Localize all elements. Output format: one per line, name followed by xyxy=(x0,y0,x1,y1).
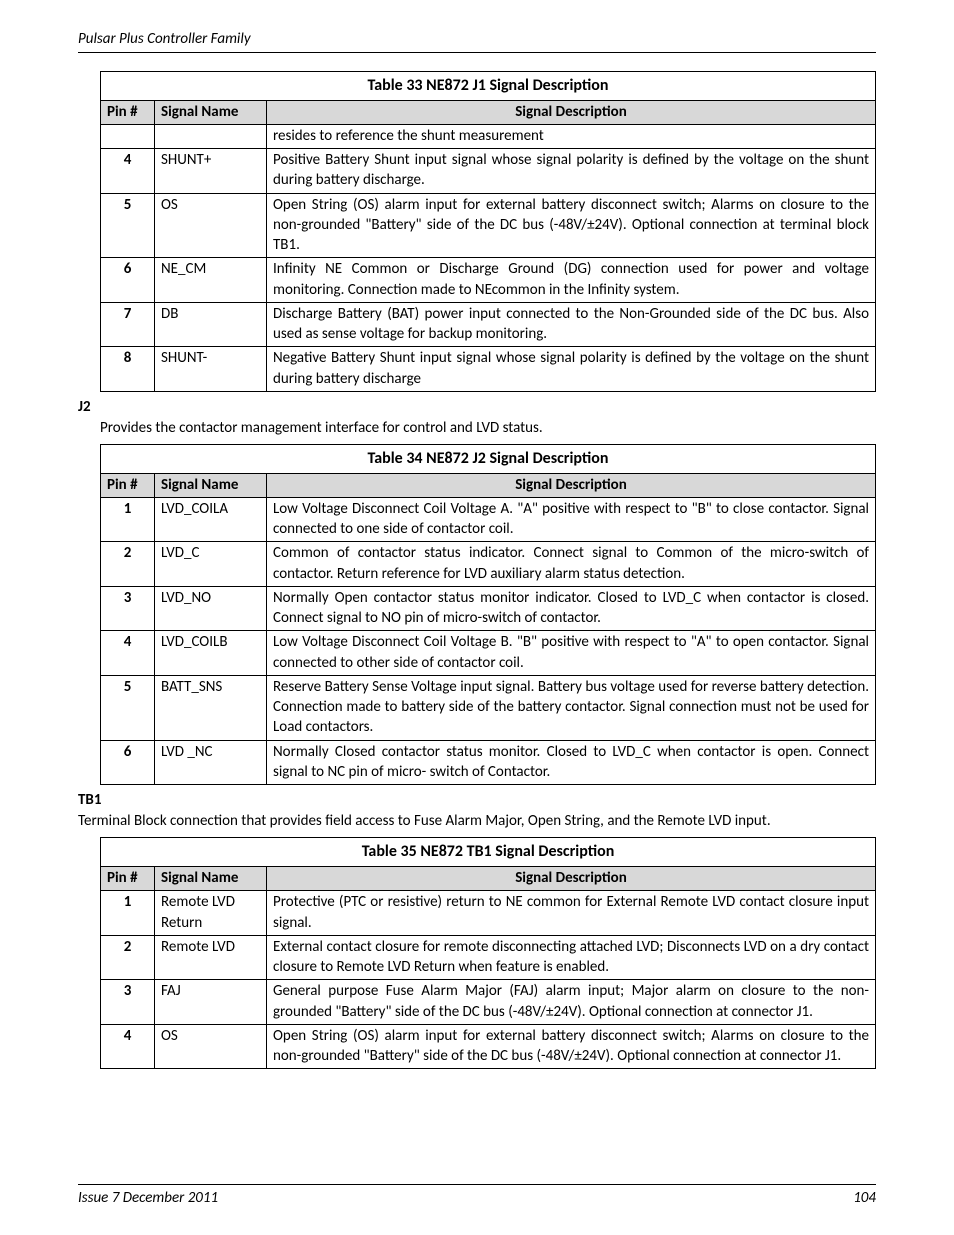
table-33-title: Table 33 NE872 J1 Signal Description xyxy=(101,72,876,101)
table-35-body: 1Remote LVD ReturnProtective (PTC or res… xyxy=(101,891,876,1069)
cell-signal-name xyxy=(155,124,267,148)
table-row: 2LVD_CCommon of contactor status indicat… xyxy=(101,542,876,587)
table-row: 8SHUNT-Negative Battery Shunt input sign… xyxy=(101,347,876,392)
table-title-row: Table 34 NE872 J2 Signal Description xyxy=(101,445,876,474)
cell-signal-name: LVD_COILB xyxy=(155,631,267,676)
section-j2-label: J2 xyxy=(78,398,876,416)
cell-signal-description: Common of contactor status indicator. Co… xyxy=(267,542,876,587)
table-row: 7DBDischarge Battery (BAT) power input c… xyxy=(101,302,876,347)
col-desc-header: Signal Description xyxy=(267,867,876,891)
cell-pin: 1 xyxy=(101,497,155,542)
table-33-body: resides to reference the shunt measureme… xyxy=(101,124,876,391)
table-34-body: 1LVD_COILALow Voltage Disconnect Coil Vo… xyxy=(101,497,876,784)
page: Pulsar Plus Controller Family Table 33 N… xyxy=(0,0,954,1235)
cell-pin: 6 xyxy=(101,258,155,303)
table-row: 5BATT_SNSReserve Battery Sense Voltage i… xyxy=(101,675,876,740)
cell-signal-description: External contact closure for remote disc… xyxy=(267,935,876,980)
cell-signal-description: resides to reference the shunt measureme… xyxy=(267,124,876,148)
table-header-row: Pin # Signal Name Signal Description xyxy=(101,867,876,891)
cell-pin: 7 xyxy=(101,302,155,347)
cell-signal-name: LVD _NC xyxy=(155,740,267,785)
table-header-row: Pin # Signal Name Signal Description xyxy=(101,100,876,124)
cell-pin xyxy=(101,124,155,148)
cell-pin: 8 xyxy=(101,347,155,392)
section-tb1-text: Terminal Block connection that provides … xyxy=(78,811,876,831)
cell-pin: 1 xyxy=(101,891,155,936)
table-row: 1LVD_COILALow Voltage Disconnect Coil Vo… xyxy=(101,497,876,542)
cell-signal-description: General purpose Fuse Alarm Major (FAJ) a… xyxy=(267,980,876,1025)
col-pin-header: Pin # xyxy=(101,867,155,891)
cell-signal-name: Remote LVD xyxy=(155,935,267,980)
table-row: 5OSOpen String (OS) alarm input for exte… xyxy=(101,193,876,258)
cell-signal-name: DB xyxy=(155,302,267,347)
cell-signal-name: SHUNT+ xyxy=(155,149,267,194)
cell-pin: 2 xyxy=(101,542,155,587)
section-j2-text: Provides the contactor management interf… xyxy=(100,418,876,438)
cell-signal-name: OS xyxy=(155,1024,267,1069)
page-header: Pulsar Plus Controller Family xyxy=(78,30,876,53)
header-title: Pulsar Plus Controller Family xyxy=(78,30,251,48)
cell-signal-name: SHUNT- xyxy=(155,347,267,392)
col-desc-header: Signal Description xyxy=(267,100,876,124)
cell-pin: 4 xyxy=(101,149,155,194)
table-row: resides to reference the shunt measureme… xyxy=(101,124,876,148)
cell-signal-description: Discharge Battery (BAT) power input conn… xyxy=(267,302,876,347)
col-pin-header: Pin # xyxy=(101,473,155,497)
cell-signal-name: LVD_NO xyxy=(155,586,267,631)
footer-issue: Issue 7 December 2011 xyxy=(78,1189,218,1207)
table-row: 3LVD_NONormally Open contactor status mo… xyxy=(101,586,876,631)
table-row: 2Remote LVDExternal contact closure for … xyxy=(101,935,876,980)
cell-pin: 3 xyxy=(101,586,155,631)
cell-signal-description: Positive Battery Shunt input signal whos… xyxy=(267,149,876,194)
cell-pin: 4 xyxy=(101,1024,155,1069)
cell-signal-name: BATT_SNS xyxy=(155,675,267,740)
cell-signal-description: Reserve Battery Sense Voltage input sign… xyxy=(267,675,876,740)
table-title-row: Table 35 NE872 TB1 Signal Description xyxy=(101,838,876,867)
cell-signal-description: Infinity NE Common or Discharge Ground (… xyxy=(267,258,876,303)
table-row: 6NE_CMInfinity NE Common or Discharge Gr… xyxy=(101,258,876,303)
table-row: 3FAJGeneral purpose Fuse Alarm Major (FA… xyxy=(101,980,876,1025)
section-tb1-label: TB1 xyxy=(78,791,876,809)
table-row: 4OSOpen String (OS) alarm input for exte… xyxy=(101,1024,876,1069)
cell-signal-name: FAJ xyxy=(155,980,267,1025)
table-row: 1Remote LVD ReturnProtective (PTC or res… xyxy=(101,891,876,936)
table-34-title: Table 34 NE872 J2 Signal Description xyxy=(101,445,876,474)
table-33: Table 33 NE872 J1 Signal Description Pin… xyxy=(100,71,876,392)
cell-pin: 3 xyxy=(101,980,155,1025)
page-footer: Issue 7 December 2011 104 xyxy=(78,1184,876,1207)
cell-signal-name: LVD_COILA xyxy=(155,497,267,542)
col-pin-header: Pin # xyxy=(101,100,155,124)
footer-page: 104 xyxy=(853,1189,876,1207)
cell-signal-description: Negative Battery Shunt input signal whos… xyxy=(267,347,876,392)
cell-pin: 6 xyxy=(101,740,155,785)
col-name-header: Signal Name xyxy=(155,867,267,891)
cell-signal-name: OS xyxy=(155,193,267,258)
cell-signal-name: Remote LVD Return xyxy=(155,891,267,936)
col-name-header: Signal Name xyxy=(155,100,267,124)
cell-signal-description: Low Voltage Disconnect Coil Voltage A. "… xyxy=(267,497,876,542)
table-title-row: Table 33 NE872 J1 Signal Description xyxy=(101,72,876,101)
cell-pin: 2 xyxy=(101,935,155,980)
table-34: Table 34 NE872 J2 Signal Description Pin… xyxy=(100,444,876,785)
table-35-title: Table 35 NE872 TB1 Signal Description xyxy=(101,838,876,867)
cell-signal-description: Open String (OS) alarm input for externa… xyxy=(267,193,876,258)
table-row: 4LVD_COILBLow Voltage Disconnect Coil Vo… xyxy=(101,631,876,676)
cell-signal-name: NE_CM xyxy=(155,258,267,303)
table-row: 6LVD _NCNormally Closed contactor status… xyxy=(101,740,876,785)
cell-signal-description: Normally Open contactor status monitor i… xyxy=(267,586,876,631)
cell-pin: 5 xyxy=(101,193,155,258)
col-desc-header: Signal Description xyxy=(267,473,876,497)
cell-signal-description: Low Voltage Disconnect Coil Voltage B. "… xyxy=(267,631,876,676)
table-row: 4SHUNT+Positive Battery Shunt input sign… xyxy=(101,149,876,194)
cell-pin: 4 xyxy=(101,631,155,676)
cell-pin: 5 xyxy=(101,675,155,740)
cell-signal-description: Protective (PTC or resistive) return to … xyxy=(267,891,876,936)
table-header-row: Pin # Signal Name Signal Description xyxy=(101,473,876,497)
table-35: Table 35 NE872 TB1 Signal Description Pi… xyxy=(100,837,876,1069)
col-name-header: Signal Name xyxy=(155,473,267,497)
cell-signal-description: Normally Closed contactor status monitor… xyxy=(267,740,876,785)
cell-signal-description: Open String (OS) alarm input for externa… xyxy=(267,1024,876,1069)
cell-signal-name: LVD_C xyxy=(155,542,267,587)
